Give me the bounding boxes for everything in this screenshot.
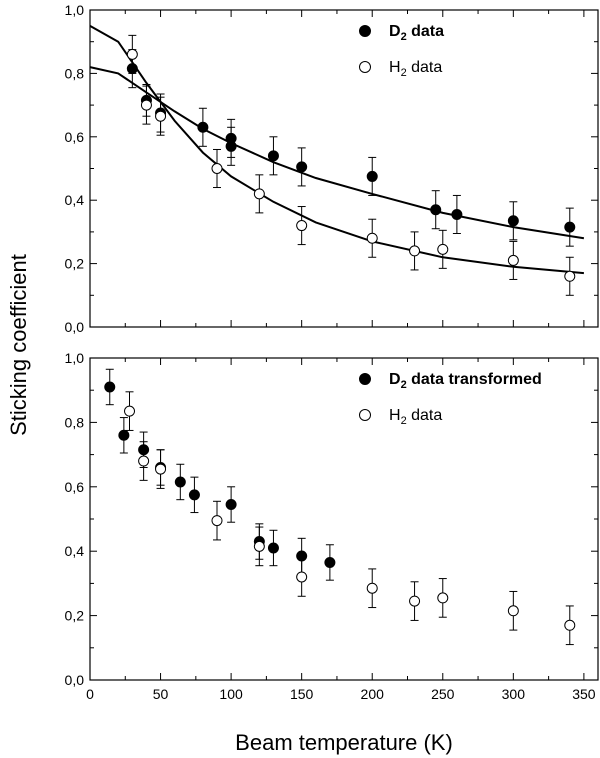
panel-bottom: 0,0 0,2 0,4 0,6 0,8 1,0 0 50 100 150 200 250 300 350 D…: [65, 350, 599, 702]
data-point-d2: [451, 208, 463, 220]
x-tick-label: 0: [86, 686, 94, 702]
legend-marker-d2: [359, 25, 371, 37]
data-point-d2: [564, 221, 576, 233]
y-axis-title: Sticking coefficient: [6, 254, 31, 436]
data-point-d2: [267, 542, 279, 554]
data-point-d2: [118, 429, 130, 441]
legend-marker-h2: [359, 61, 371, 73]
data-point-h2: [253, 540, 265, 552]
data-point-h2: [296, 220, 308, 232]
y-tick-label: 0,8: [65, 65, 85, 81]
x-tick-label: 100: [219, 686, 243, 702]
data-point-d2: [104, 381, 116, 393]
data-point-h2: [437, 592, 449, 604]
plot-frame: [89, 357, 599, 681]
data-point-h2: [155, 110, 167, 122]
y-tick-label: 0,8: [65, 414, 85, 430]
x-tick-label: 50: [153, 686, 169, 702]
x-tick-label: 350: [572, 686, 596, 702]
data-point-h2: [366, 582, 378, 594]
y-tick-label: 0,4: [65, 543, 85, 559]
fit-curve-H2: [89, 25, 584, 275]
data-point-h2: [507, 605, 519, 617]
data-point-d2: [188, 489, 200, 501]
legend-marker-d2: [359, 373, 371, 385]
y-tick-label: 0,4: [65, 192, 85, 208]
data-point-h2: [437, 243, 449, 255]
x-tick-label: 250: [431, 686, 455, 702]
data-point-h2: [564, 270, 576, 282]
y-tick-label: 0,6: [65, 479, 85, 495]
data-point-d2: [507, 215, 519, 227]
y-tick-label: 0,0: [65, 319, 85, 335]
data-point-h2: [507, 254, 519, 266]
data-point-d2: [430, 204, 442, 216]
data-point-h2: [140, 99, 152, 111]
data-point-d2: [225, 140, 237, 152]
y-tick-label: 0,2: [65, 256, 85, 272]
plot-frame: [89, 9, 599, 328]
legend-label-d2: D2 data transformed: [389, 371, 542, 391]
data-point-h2: [409, 245, 421, 257]
data-point-h2: [126, 48, 138, 60]
y-tick-label: 1,0: [65, 350, 85, 366]
data-point-h2: [409, 595, 421, 607]
data-point-h2: [211, 163, 223, 174]
legend-label-h2: H2 data: [389, 59, 442, 79]
data-point-h2: [155, 463, 167, 475]
y-tick-label: 1,0: [65, 2, 85, 18]
data-point-d2: [366, 170, 378, 182]
x-axis-title: Beam temperature (K): [235, 730, 453, 755]
y-tick-label: 0,0: [65, 672, 85, 688]
data-point-h2: [138, 455, 150, 467]
data-point-h2: [124, 405, 136, 417]
legend-marker-h2: [359, 409, 371, 421]
data-point-d2: [197, 121, 209, 133]
y-tick-label: 0,6: [65, 129, 85, 145]
data-point-d2: [296, 161, 308, 173]
data-point-d2: [225, 499, 237, 511]
x-tick-label: 150: [290, 686, 314, 702]
data-point-h2: [211, 515, 223, 527]
x-tick-label: 200: [361, 686, 385, 702]
data-point-h2: [296, 571, 308, 583]
x-tick-label: 300: [502, 686, 526, 702]
panel-top: 0,0 0,2 0,4 0,6 0,8 1,0 D2 data H2 data: [65, 2, 599, 335]
y-tick-label: 0,2: [65, 608, 85, 624]
legend-label-h2: H2 data: [389, 407, 442, 427]
data-point-d2: [267, 150, 279, 162]
fit-curve-D2: [89, 66, 585, 240]
data-point-d2: [324, 556, 336, 568]
data-point-h2: [366, 232, 378, 244]
data-point-h2: [564, 619, 576, 631]
data-point-h2: [253, 188, 265, 200]
legend-label-d2: D2 data: [389, 23, 444, 43]
data-point-d2: [174, 476, 186, 488]
